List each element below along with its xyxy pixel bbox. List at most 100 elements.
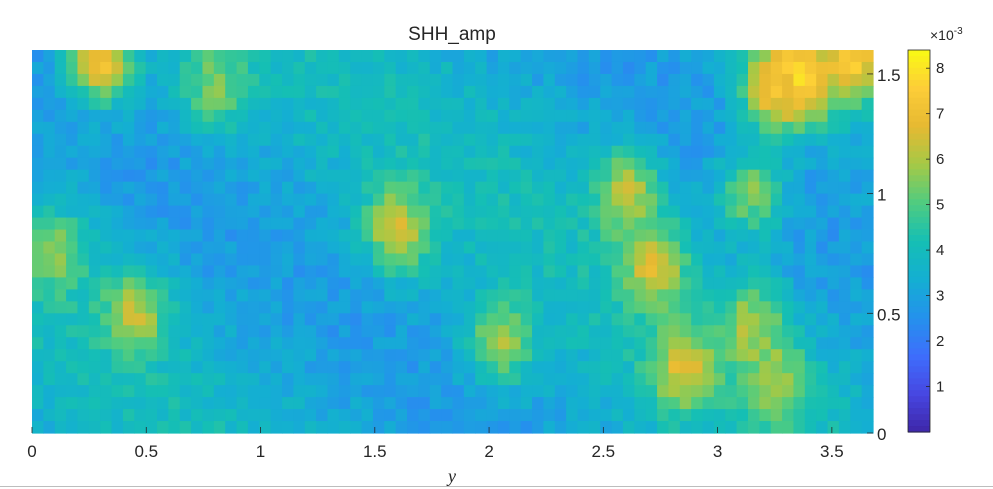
- heatmap-cell: [850, 145, 863, 159]
- heatmap-cell: [497, 193, 510, 207]
- heatmap-cell: [702, 385, 715, 398]
- heatmap-cell: [77, 361, 90, 374]
- heatmap-cell: [270, 109, 283, 123]
- heatmap-cell: [725, 169, 738, 183]
- x-axis-label: y: [446, 466, 456, 486]
- heatmap-cell: [395, 421, 408, 434]
- heatmap-cell: [679, 109, 692, 123]
- heatmap-cell: [691, 409, 704, 422]
- heatmap-cell: [293, 277, 306, 290]
- heatmap-cell: [645, 169, 658, 183]
- heatmap-cell: [304, 97, 317, 111]
- heatmap-cell: [338, 325, 351, 338]
- heatmap-cell: [509, 85, 522, 99]
- heatmap-cell: [554, 301, 567, 314]
- heatmap-cell: [384, 61, 397, 75]
- colorbar-swatch: [908, 330, 930, 338]
- heatmap-cell: [702, 73, 715, 87]
- heatmap-cell: [634, 241, 647, 255]
- heatmap-cell: [452, 50, 465, 63]
- heatmap-cell: [725, 277, 738, 290]
- colorbar-swatch: [908, 426, 930, 433]
- heatmap-cell: [88, 205, 101, 219]
- heatmap-cell: [316, 85, 329, 99]
- heatmap-cell: [225, 50, 238, 63]
- heatmap-cell: [338, 50, 351, 63]
- heatmap-cell: [179, 289, 192, 302]
- heatmap-cell: [122, 85, 135, 99]
- heatmap-cell: [634, 253, 647, 267]
- heatmap-cell: [566, 229, 579, 243]
- heatmap-cell: [770, 313, 783, 326]
- heatmap-cell: [361, 133, 374, 147]
- heatmap-cell: [384, 397, 397, 410]
- heatmap-cell: [475, 205, 488, 219]
- heatmap-cell: [770, 85, 783, 99]
- heatmap-cell: [145, 385, 158, 398]
- heatmap-cell: [463, 289, 476, 302]
- heatmap-cell: [520, 145, 533, 159]
- heatmap-cell: [725, 241, 738, 255]
- heatmap-cell: [66, 157, 79, 171]
- heatmap-cell: [816, 301, 829, 314]
- heatmap-cell: [191, 397, 204, 410]
- heatmap-cell: [247, 50, 260, 63]
- heatmap-cell: [122, 409, 135, 422]
- heatmap-cell: [304, 109, 317, 123]
- heatmap-cell: [679, 397, 692, 410]
- heatmap-cell: [88, 301, 101, 314]
- heatmap-cell: [43, 373, 56, 386]
- heatmap-cell: [225, 181, 238, 195]
- heatmap-cell: [747, 253, 760, 267]
- heatmap-cell: [407, 409, 419, 422]
- heatmap-cell: [793, 421, 806, 434]
- heatmap-cell: [236, 409, 249, 422]
- heatmap-cell: [543, 289, 556, 302]
- heatmap-cell: [350, 349, 363, 362]
- heatmap-cell: [770, 289, 783, 302]
- heatmap-cell: [804, 289, 817, 302]
- heatmap-cell: [88, 121, 101, 135]
- heatmap-cell: [168, 73, 181, 87]
- heatmap-cell: [372, 421, 385, 434]
- heatmap-cell: [736, 301, 749, 314]
- heatmap-cell: [634, 313, 647, 326]
- heatmap-cell: [247, 169, 260, 183]
- heatmap-cell: [429, 373, 442, 386]
- heatmap-cell: [429, 85, 442, 99]
- heatmap-cell: [247, 253, 260, 267]
- heatmap-cell: [577, 349, 590, 362]
- heatmap-cell: [225, 313, 238, 326]
- heatmap-cell: [100, 277, 113, 290]
- heatmap-cell: [168, 61, 181, 75]
- heatmap-cell: [634, 73, 647, 87]
- heatmap-cell: [88, 265, 101, 279]
- heatmap-cell: [384, 409, 397, 422]
- heatmap-cell: [668, 373, 681, 386]
- heatmap-cell: [213, 229, 226, 243]
- heatmap-cell: [213, 289, 226, 302]
- heatmap-cell: [543, 97, 556, 111]
- heatmap-cell: [804, 337, 817, 350]
- heatmap-cell: [838, 145, 851, 159]
- heatmap-cell: [247, 73, 260, 87]
- heatmap-cell: [452, 277, 465, 290]
- heatmap-cell: [54, 313, 67, 326]
- heatmap-cell: [338, 265, 351, 279]
- heatmap-cell: [304, 205, 317, 219]
- heatmap-cell: [804, 373, 817, 386]
- heatmap-cell: [463, 169, 476, 183]
- colorbar-swatch: [908, 205, 930, 212]
- heatmap-cell: [736, 193, 749, 207]
- colorbar-swatch: [908, 199, 930, 206]
- heatmap-cell: [32, 409, 44, 422]
- heatmap-cell: [361, 421, 374, 434]
- heatmap-cell: [418, 205, 431, 219]
- heatmap-cell: [111, 265, 124, 279]
- heatmap-cell: [725, 97, 738, 111]
- heatmap-cell: [509, 301, 522, 314]
- heatmap-cell: [157, 181, 169, 195]
- heatmap-cell: [611, 157, 624, 171]
- heatmap-cell: [793, 313, 806, 326]
- heatmap-cell: [54, 121, 67, 135]
